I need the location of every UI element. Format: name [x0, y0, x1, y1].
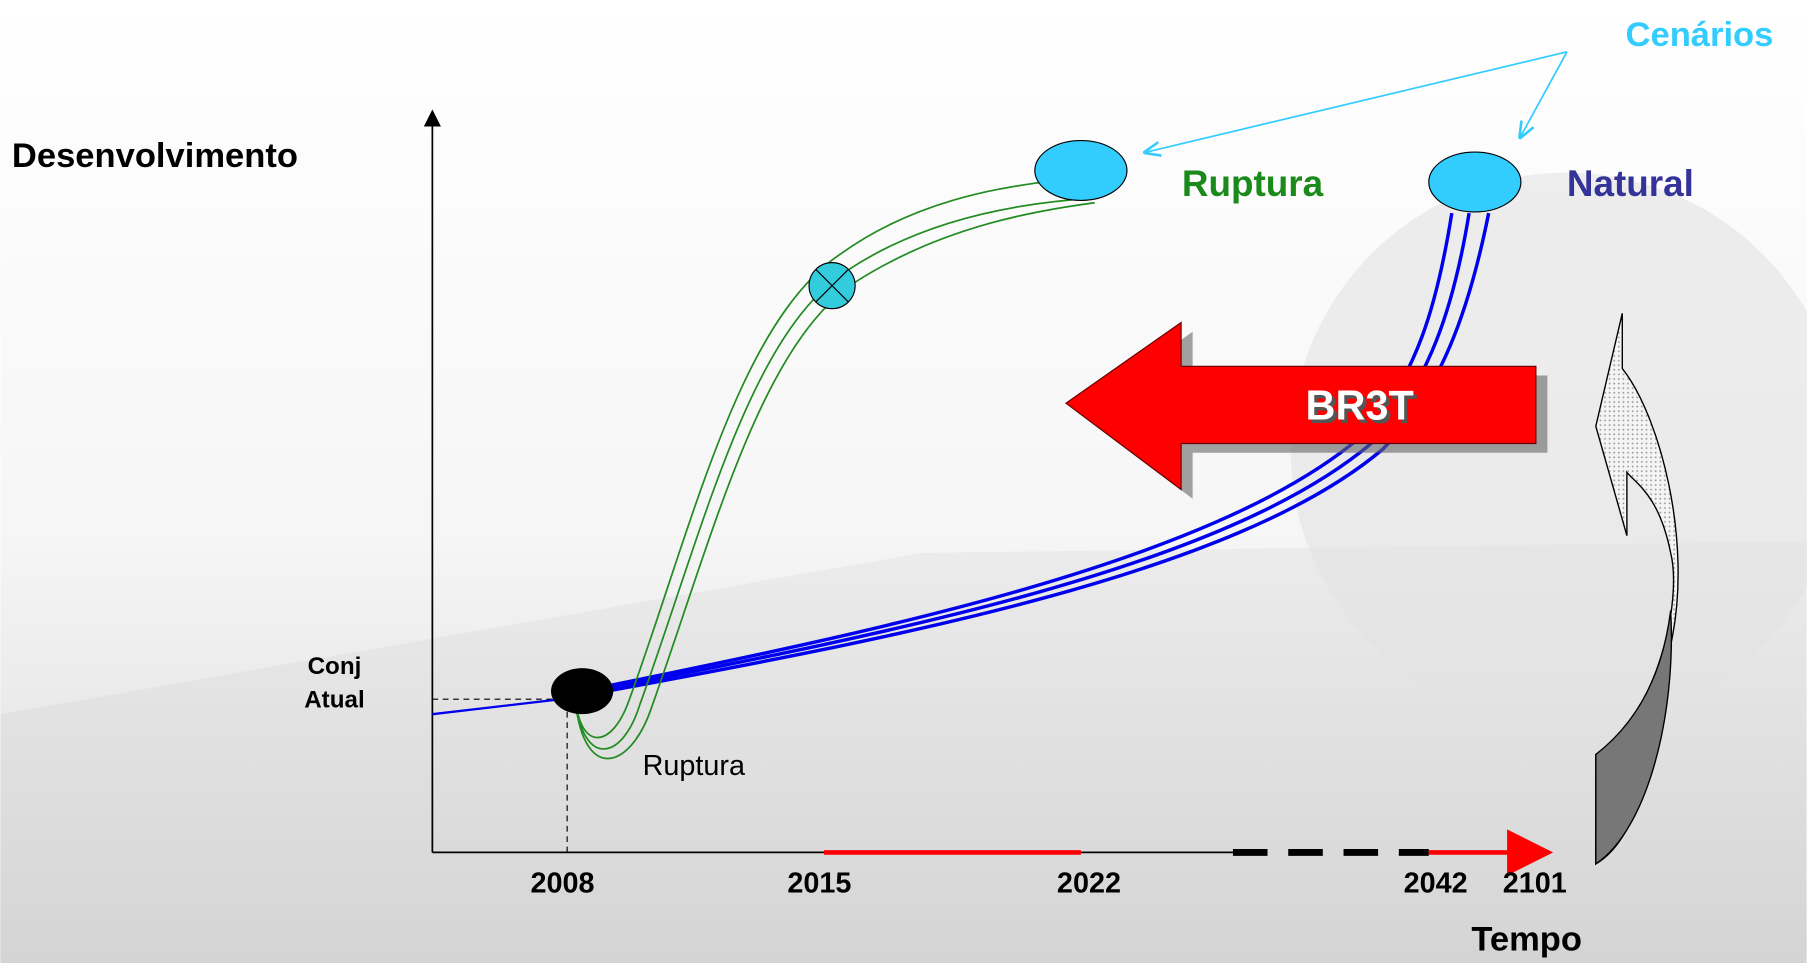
x-axis-label: Tempo: [1471, 920, 1582, 958]
year-label: 2022: [1057, 868, 1121, 900]
rupture-node: [1035, 141, 1127, 201]
natural-label: Natural: [1567, 163, 1694, 204]
arrow-label: BR3T: [1306, 381, 1414, 428]
diagram: BR3T BR3T Cenários Desenvolvimento Ruptu…: [0, 0, 1807, 963]
rupture-label: Ruptura: [1182, 163, 1324, 204]
scenarios-label: Cenários: [1626, 16, 1774, 54]
year-label: 2042: [1404, 868, 1468, 900]
year-label: 2008: [531, 868, 595, 900]
y-axis-label: Desenvolvimento: [12, 137, 298, 175]
page: BR3T BR3T Cenários Desenvolvimento Ruptu…: [0, 0, 1807, 963]
current-state-node: [551, 668, 613, 714]
state-label: Conj: [308, 653, 362, 680]
year-label: 2101: [1503, 868, 1567, 900]
state-label: Atual: [304, 686, 364, 713]
year-label: 2015: [787, 868, 851, 900]
natural-node: [1429, 152, 1521, 212]
crossed-node: [809, 263, 855, 309]
dip-label: Ruptura: [643, 750, 745, 782]
